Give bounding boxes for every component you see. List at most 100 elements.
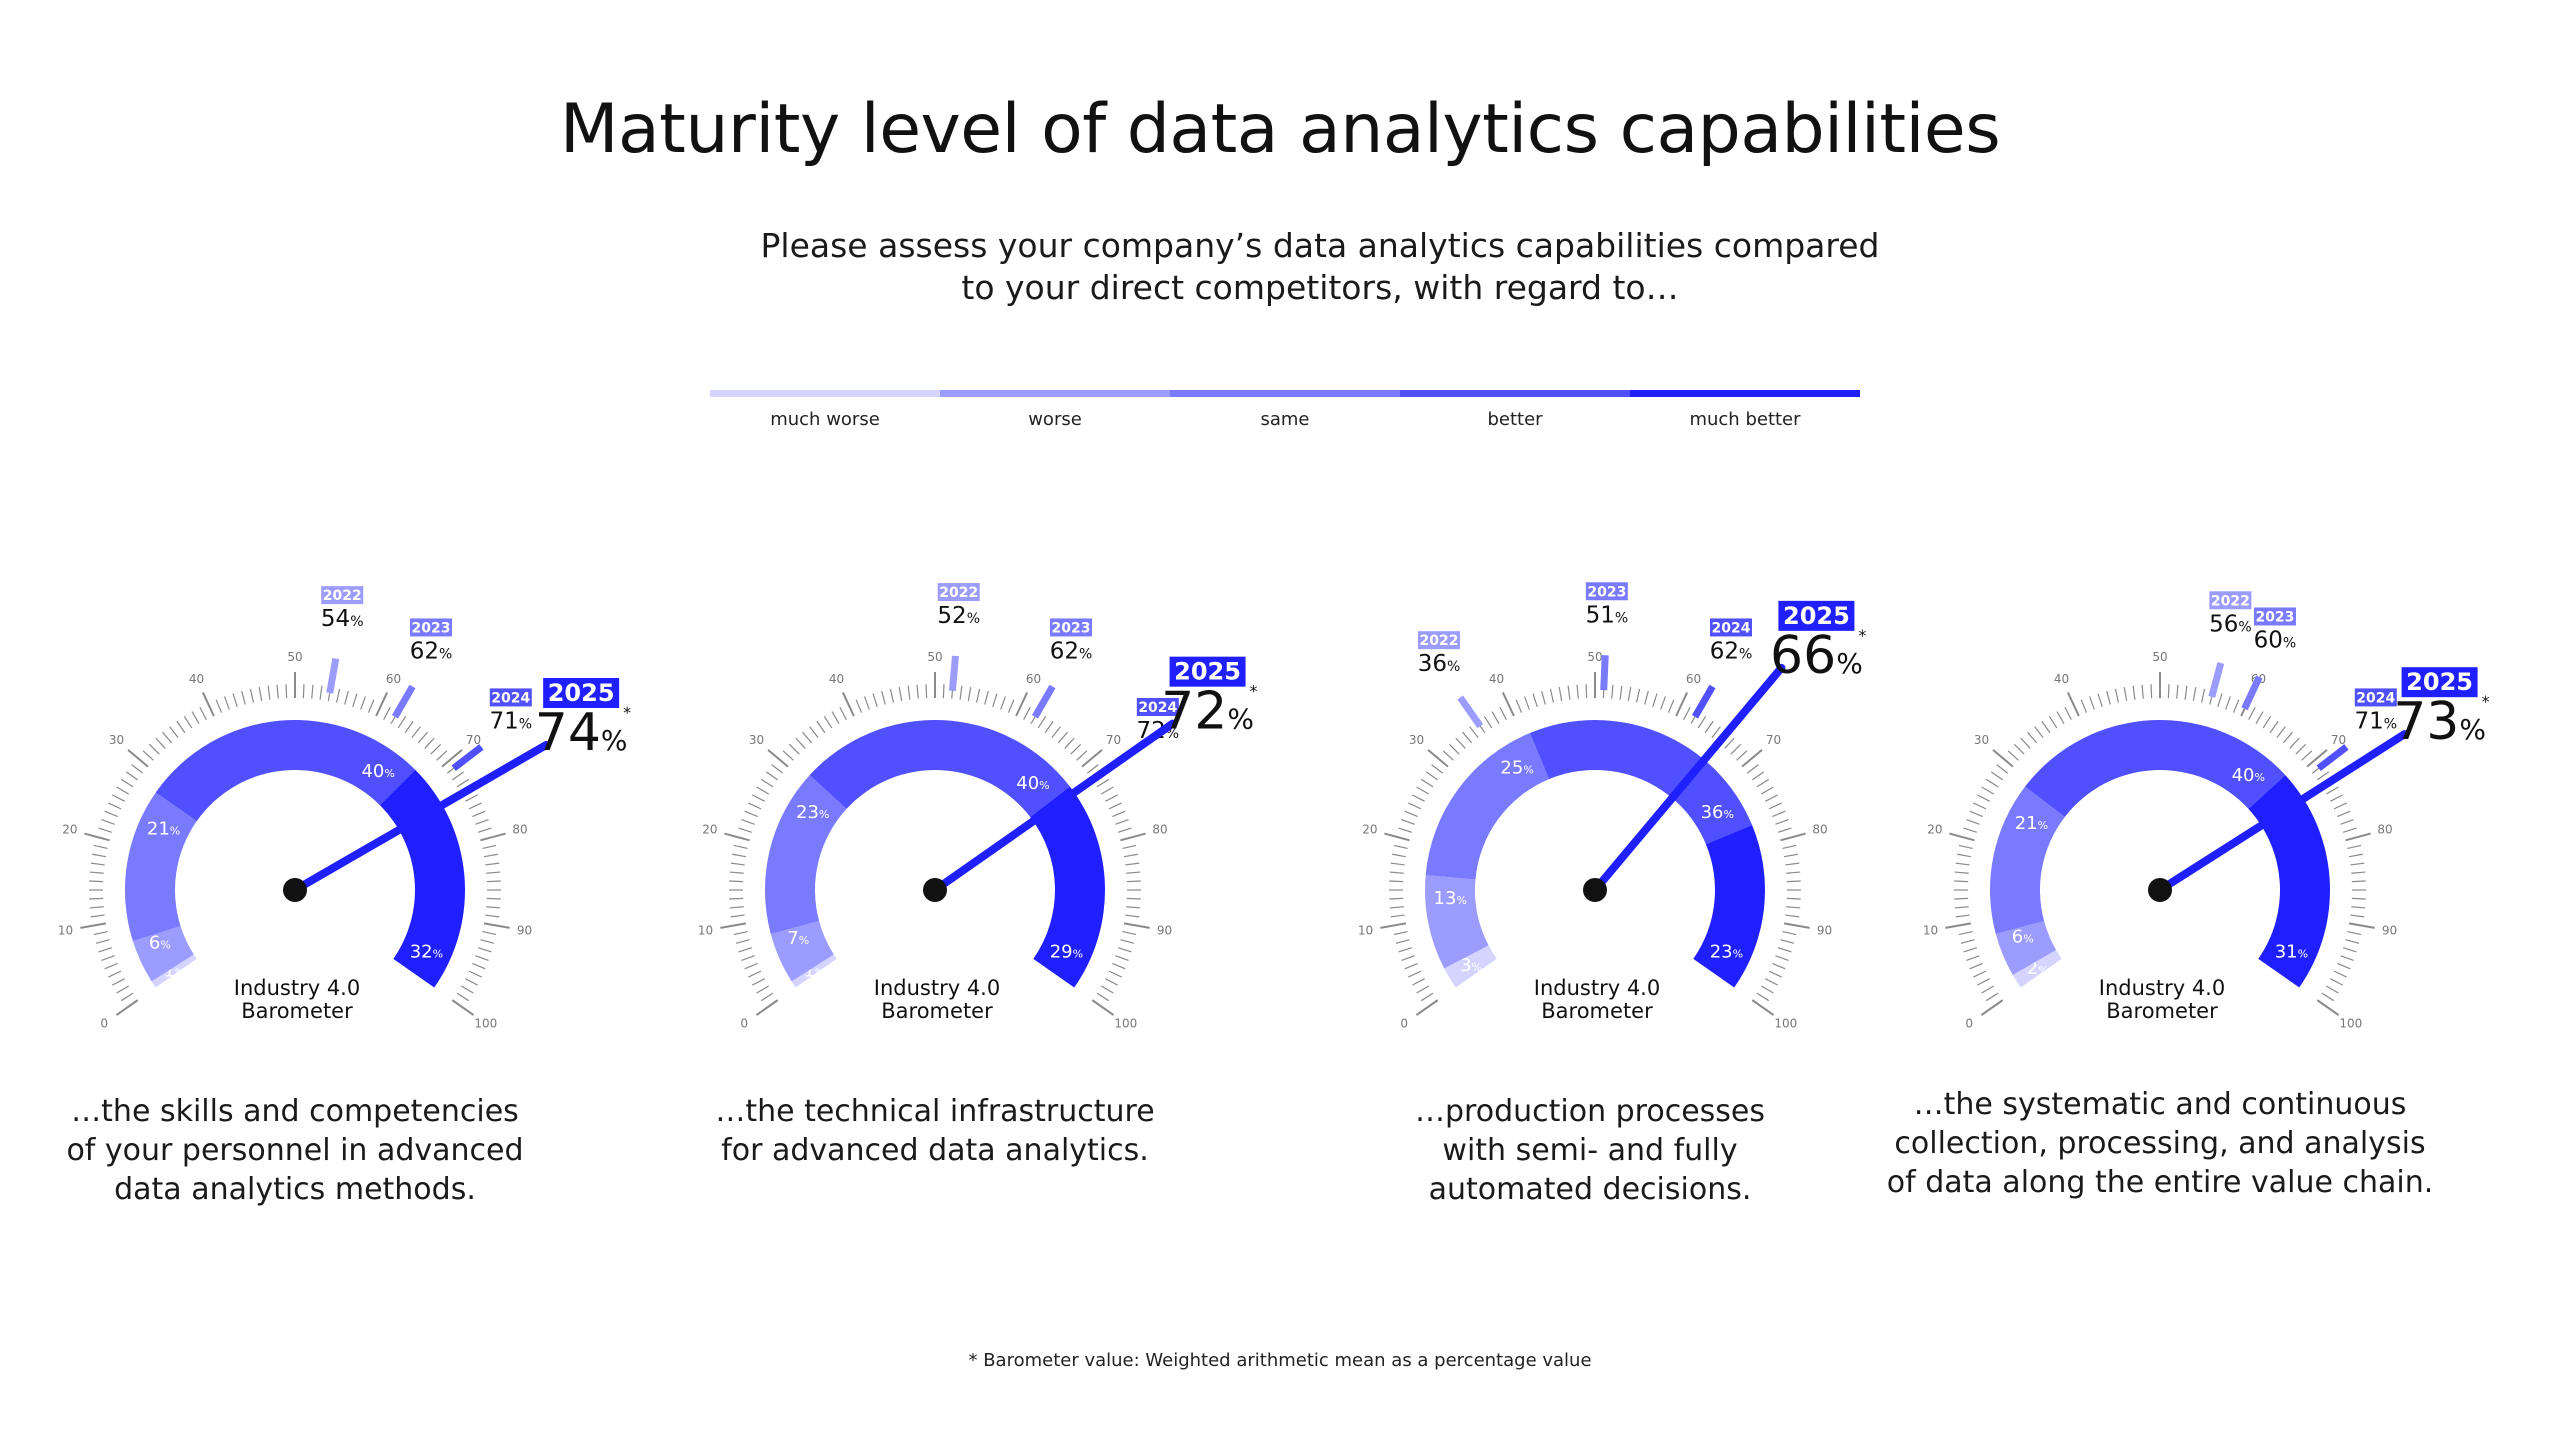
year-badge-2024 bbox=[1136, 697, 1179, 716]
tick-label: 10 bbox=[698, 923, 713, 937]
legend-label: worse bbox=[1028, 409, 1082, 430]
tick-label: 30 bbox=[109, 733, 124, 747]
minor-tick bbox=[975, 688, 981, 703]
minor-tick bbox=[2325, 985, 2339, 994]
minor-tick bbox=[1105, 794, 1119, 802]
minor-tick bbox=[1955, 862, 1970, 866]
segment-value-label: 29% bbox=[1050, 941, 1083, 962]
minor-tick bbox=[2225, 696, 2232, 710]
caption-line: automated decisions. bbox=[1428, 1172, 1752, 1207]
caption-line: …the systematic and continuous bbox=[1913, 1087, 2407, 1122]
tick-label: 20 bbox=[1927, 823, 1942, 837]
major-tick bbox=[1949, 832, 1975, 842]
minor-tick bbox=[756, 985, 770, 994]
minor-tick bbox=[485, 862, 500, 866]
minor-tick bbox=[1697, 715, 1707, 729]
minor-tick bbox=[1772, 810, 1786, 818]
minor-tick bbox=[2321, 992, 2335, 1002]
minor-tick bbox=[760, 992, 774, 1002]
minor-tick bbox=[855, 699, 863, 713]
needle-hub bbox=[923, 878, 947, 902]
minor-tick bbox=[483, 853, 498, 858]
minor-tick bbox=[1549, 688, 1555, 703]
minor-tick bbox=[2342, 947, 2357, 953]
minor-tick bbox=[486, 871, 501, 874]
minor-tick bbox=[404, 720, 414, 734]
minor-tick bbox=[1954, 906, 1969, 909]
minor-tick bbox=[916, 684, 919, 699]
arc-segment-worse bbox=[770, 921, 834, 982]
minor-tick bbox=[1954, 871, 1969, 874]
minor-tick bbox=[199, 706, 207, 720]
minor-tick bbox=[1100, 786, 1114, 795]
arc-segment-same bbox=[124, 792, 197, 942]
minor-tick bbox=[751, 978, 765, 986]
minor-tick bbox=[889, 688, 895, 703]
history-value-label: 36% bbox=[1418, 651, 1461, 677]
minor-tick bbox=[1619, 685, 1623, 700]
tick-label: 0 bbox=[740, 1017, 748, 1031]
minor-tick bbox=[1389, 897, 1404, 900]
year-badge-label: 2023 bbox=[1052, 620, 1091, 636]
minor-tick bbox=[319, 685, 323, 700]
minor-tick bbox=[1660, 696, 1667, 710]
gauge-4-caption: …the systematic and continuous collectio… bbox=[1880, 1085, 2440, 1202]
segment-value-label: 23% bbox=[796, 802, 829, 823]
minor-tick bbox=[907, 685, 911, 700]
tick-label: 100 bbox=[1114, 1017, 1137, 1031]
year-badge-2025 bbox=[1778, 600, 1855, 631]
minor-tick bbox=[1960, 939, 1975, 944]
minor-tick bbox=[2123, 687, 2128, 702]
minor-tick bbox=[223, 696, 230, 710]
year-badge-label: 2024 bbox=[1712, 620, 1751, 636]
history-value-label: 62% bbox=[410, 638, 453, 664]
minor-tick bbox=[456, 992, 470, 1002]
major-tick bbox=[720, 922, 747, 929]
minor-tick bbox=[95, 939, 110, 944]
arc-segment-same bbox=[1425, 732, 1550, 880]
minor-tick bbox=[863, 696, 870, 710]
year-badge-2023 bbox=[410, 618, 452, 637]
minor-tick bbox=[1401, 955, 1415, 962]
minor-tick bbox=[2337, 962, 2351, 970]
minor-tick bbox=[1086, 764, 1099, 774]
tick-label: 80 bbox=[512, 823, 527, 837]
major-tick bbox=[84, 832, 110, 842]
minor-tick bbox=[1786, 906, 1801, 909]
tick-label: 0 bbox=[100, 1017, 108, 1031]
tick-label: 80 bbox=[1152, 823, 1167, 837]
year-badge-label: 2025 bbox=[548, 679, 615, 707]
arc-segment-better bbox=[1529, 719, 1753, 845]
arc-segment-much-better bbox=[2248, 775, 2331, 988]
minor-tick bbox=[2333, 970, 2347, 978]
minor-tick bbox=[89, 871, 104, 874]
needle bbox=[931, 719, 1177, 894]
minor-tick bbox=[1408, 802, 1422, 810]
year-badge-2025 bbox=[1169, 656, 1246, 687]
minor-tick bbox=[1558, 687, 1563, 702]
major-tick bbox=[1123, 922, 1150, 929]
minor-tick bbox=[748, 802, 762, 810]
major-tick bbox=[2066, 692, 2080, 717]
year-badge-2023 bbox=[2253, 607, 2296, 626]
minor-tick bbox=[1957, 853, 1972, 858]
minor-tick bbox=[2041, 720, 2051, 734]
history-value-label: 60% bbox=[2254, 627, 2297, 653]
minor-tick bbox=[1966, 818, 1980, 825]
minor-tick bbox=[90, 862, 105, 866]
needle-hub bbox=[2148, 878, 2172, 902]
major-tick bbox=[1783, 922, 1810, 929]
minor-tick bbox=[2255, 711, 2264, 725]
minor-tick bbox=[89, 880, 104, 883]
minor-tick bbox=[477, 827, 492, 833]
legend-swatch bbox=[1170, 390, 1400, 397]
minor-tick bbox=[2276, 726, 2286, 739]
minor-tick bbox=[1704, 720, 1714, 734]
needle bbox=[291, 741, 551, 894]
segment-value-label: 40% bbox=[1016, 773, 1049, 794]
major-tick bbox=[1992, 749, 2014, 768]
tick-label: 0 bbox=[1400, 1017, 1408, 1031]
minor-tick bbox=[1096, 992, 1110, 1002]
minor-tick bbox=[2345, 939, 2360, 944]
major-tick bbox=[1741, 749, 1763, 768]
